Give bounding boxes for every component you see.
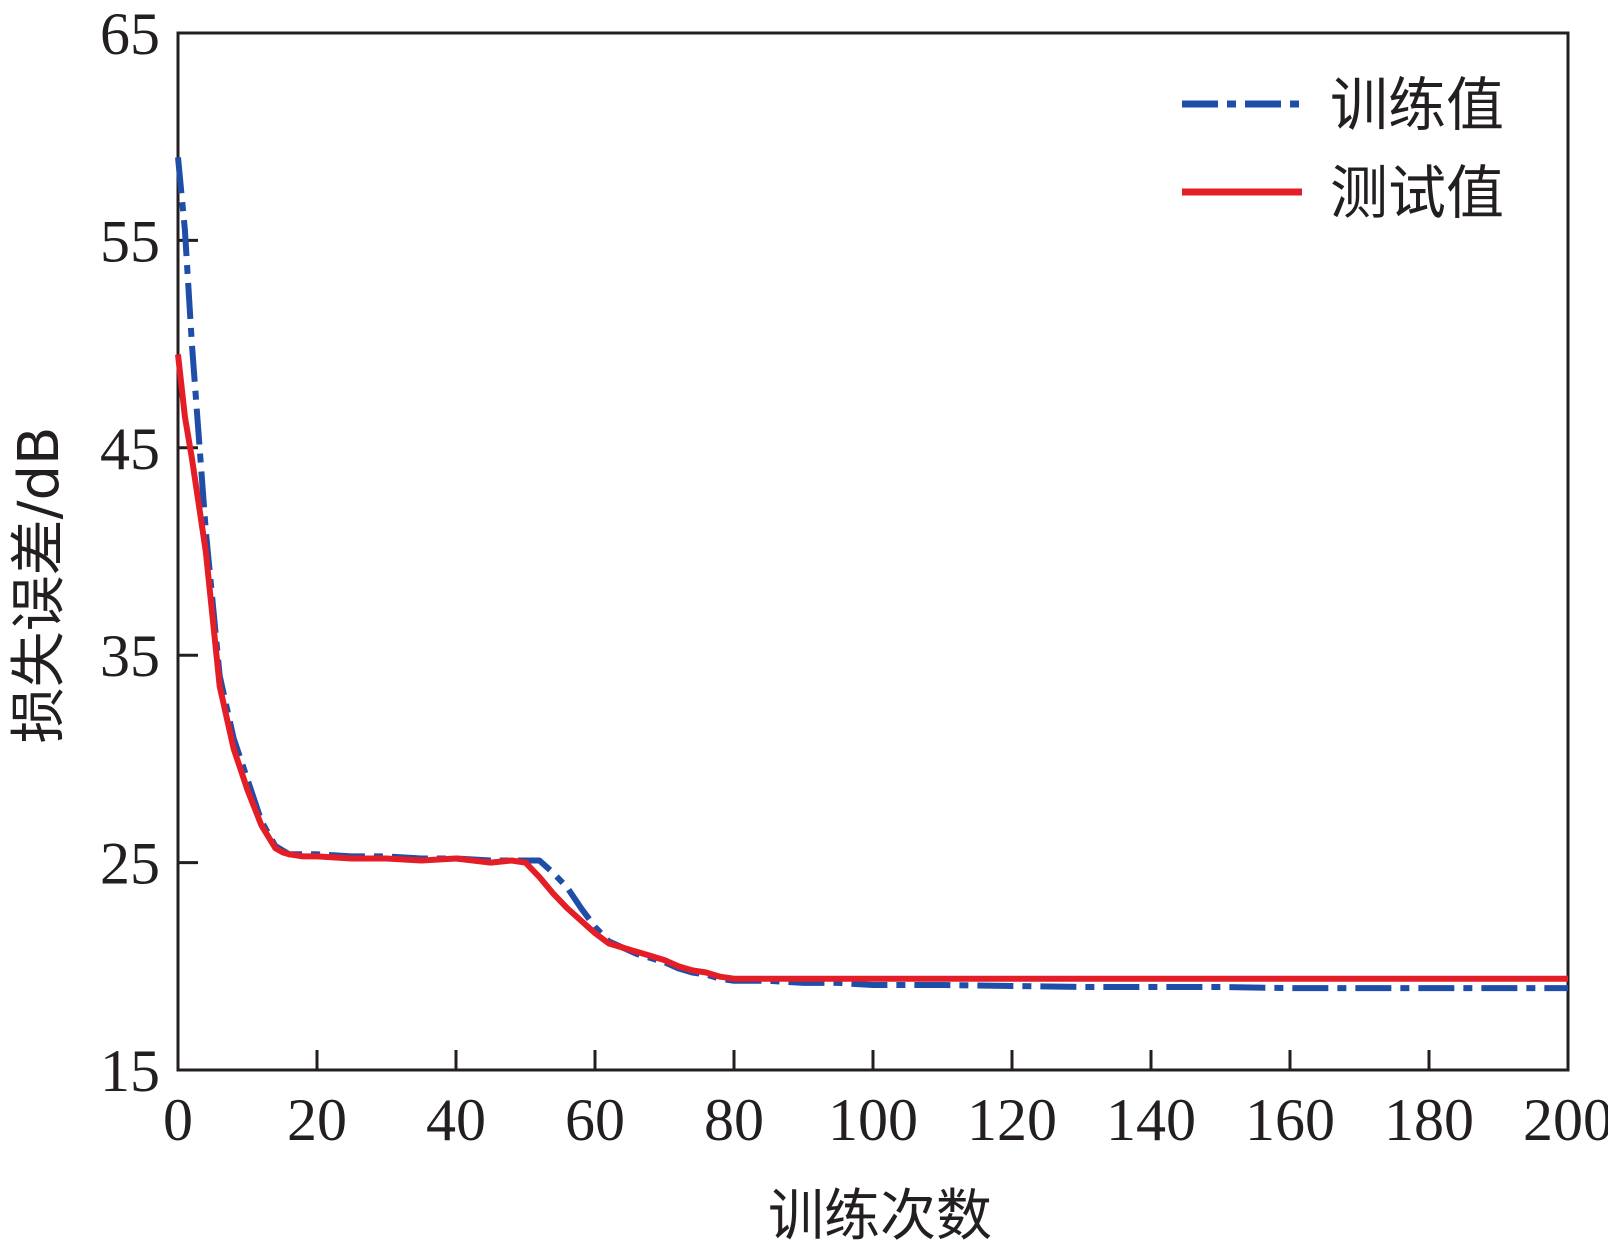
x-tick-label: 140	[1106, 1087, 1196, 1153]
legend-label-train: 训练值	[1330, 71, 1504, 139]
x-tick-label: 0	[163, 1087, 193, 1153]
x-axis-title: 训练次数	[768, 1184, 992, 1249]
x-tick-label: 120	[967, 1087, 1057, 1153]
y-tick-label: 65	[100, 1, 160, 67]
y-axis-title: 损失误差/dB	[7, 427, 72, 744]
series-line-test	[175, 354, 1568, 982]
x-tick-label: 20	[287, 1087, 347, 1153]
y-tick-label: 55	[100, 208, 160, 274]
x-tick-label: 160	[1245, 1087, 1335, 1153]
y-tick-label: 15	[100, 1038, 160, 1104]
y-axis-ticks: 15 25 35 45 55 65	[100, 1, 198, 1104]
x-axis-ticks: 0 20 40 60 80 100 120 140 160 180 200	[163, 1050, 1608, 1153]
legend-label-test: 测试值	[1330, 159, 1504, 227]
x-tick-label: 200	[1523, 1087, 1608, 1153]
series-layer	[175, 157, 1568, 992]
x-tick-label: 180	[1384, 1087, 1474, 1153]
x-tick-label: 60	[565, 1087, 625, 1153]
y-tick-label: 45	[100, 416, 160, 482]
y-tick-label: 25	[100, 831, 160, 897]
x-tick-label: 100	[828, 1087, 918, 1153]
legend: 训练值 测试值	[1182, 71, 1504, 227]
series-line-train	[175, 157, 1568, 992]
x-tick-label: 40	[426, 1087, 486, 1153]
x-tick-label: 80	[704, 1087, 764, 1153]
y-tick-label: 35	[100, 623, 160, 689]
